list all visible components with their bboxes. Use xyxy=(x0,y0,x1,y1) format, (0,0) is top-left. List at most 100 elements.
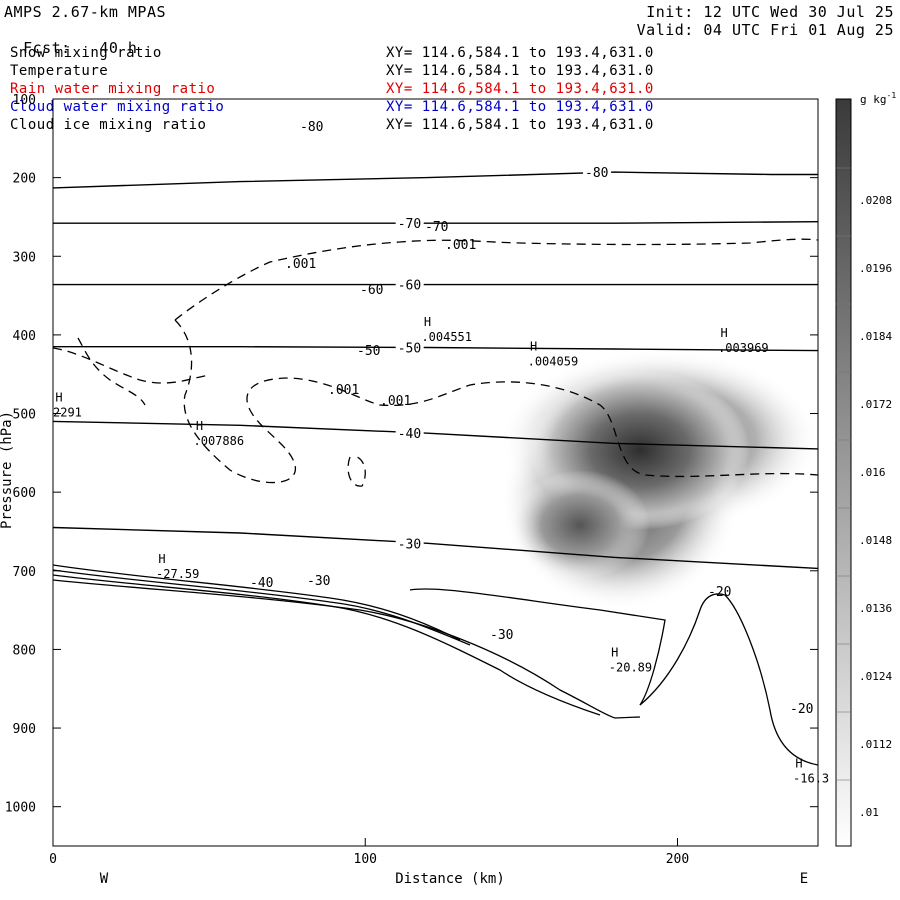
isotherm-label: -60 xyxy=(398,279,421,294)
colorbar-tick-label: .0112 xyxy=(859,738,892,751)
legend-field-xy: XY= 114.6,584.1 to 193.4,631.0 xyxy=(386,81,654,97)
init-time: Init: 12 UTC Wed 30 Jul 25 xyxy=(646,3,894,21)
x-tick-label: 0 xyxy=(49,852,57,867)
extremum-value: 2291 xyxy=(53,406,82,420)
isotherm-line xyxy=(53,526,818,570)
extremum-mark: H xyxy=(720,326,727,340)
isotherm-label-bg xyxy=(395,339,424,354)
x-axis-ticks: 0 100 200 xyxy=(49,838,689,867)
y-tick-label: 700 xyxy=(13,565,36,580)
isotherm-label: -40 xyxy=(398,427,421,442)
isotherm-label-bg xyxy=(395,276,424,291)
extrema-labels: H.004551H.004059H.003969H.007886H2291H-2… xyxy=(53,315,829,785)
extremum-mark: H xyxy=(196,419,203,433)
isotherm-label: -50 xyxy=(398,341,421,356)
extremum-value: -20.89 xyxy=(609,660,652,674)
colorbar-tick-label: .016 xyxy=(859,466,886,479)
colorbar-tick-label: .0172 xyxy=(859,398,892,411)
extremum-mark: H xyxy=(795,756,802,770)
colorbar-tick-label: .0184 xyxy=(859,330,892,343)
temp-label-h: -20 xyxy=(708,585,731,600)
y-tick-label: 900 xyxy=(13,722,36,737)
legend-field-name: Temperature xyxy=(10,63,109,79)
legend-field-xy: XY= 114.6,584.1 to 193.4,631.0 xyxy=(386,63,654,79)
legend-field-xy: XY= 114.6,584.1 to 193.4,631.0 xyxy=(386,99,654,115)
fcst-label: Fcst: xyxy=(23,39,71,57)
temp-label-e: -40 xyxy=(250,576,273,591)
isotherm-label: -30 xyxy=(398,537,421,552)
isotherm-line xyxy=(53,171,818,189)
extremum-mark: H xyxy=(158,552,165,566)
temp-label-a: -80 xyxy=(300,120,323,135)
isotherm-label-bg xyxy=(395,535,424,550)
x-tick-label: 200 xyxy=(666,852,689,867)
model-title: AMPS 2.67-km MPAS xyxy=(4,3,167,21)
temp-label-b: -70 xyxy=(425,220,448,235)
y-tick-label: 200 xyxy=(13,172,36,187)
isotherm-line xyxy=(53,420,818,450)
colorbar-tick-label: .0208 xyxy=(859,194,892,207)
legend-field-name: Rain water mixing ratio xyxy=(10,81,216,97)
legend-field-name: Snow mixing ratio xyxy=(10,45,162,61)
ice-label-1: .001 xyxy=(445,238,476,253)
contour-extra-labels: .001 .001 .001 .001 -80 -70 -60 -50 -40 … xyxy=(250,120,813,717)
extremum-value: -27.59 xyxy=(156,567,199,581)
y-tick-label: 500 xyxy=(13,408,36,423)
forecast-hour: Fcst: 40 h xyxy=(4,21,137,57)
cloud-ice-contour xyxy=(53,238,818,487)
temp-label-g: -30 xyxy=(490,628,513,643)
extremum-value: .004551 xyxy=(421,330,472,344)
colorbar-tick-label: .0196 xyxy=(859,262,892,275)
isotherm-line xyxy=(53,346,818,352)
y-axis-label: Pressure (hPa) xyxy=(0,411,15,529)
y-tick-label: 800 xyxy=(13,643,36,658)
isotherm-label: -70 xyxy=(398,217,421,232)
extremum-mark: H xyxy=(611,645,618,659)
extremum-value: .004059 xyxy=(528,355,579,369)
temp-label-c: -60 xyxy=(360,283,383,298)
isotherm-label-bg xyxy=(395,425,424,440)
fcst-value: 40 h xyxy=(99,39,138,57)
valid-time: Valid: 04 UTC Fri 01 Aug 25 xyxy=(636,21,894,39)
extremum-value: .007886 xyxy=(194,434,245,448)
colorbar-tick-label: .0136 xyxy=(859,602,892,615)
colorbar-unit: g kg-1 xyxy=(860,91,896,106)
extremum-mark: H xyxy=(55,391,62,405)
ice-label-2: .001 xyxy=(285,257,316,272)
legend-field-xy: XY= 114.6,584.1 to 193.4,631.0 xyxy=(386,45,654,61)
y-tick-label: 1000 xyxy=(5,801,36,816)
extremum-value: -16.3 xyxy=(793,771,829,785)
y-axis-ticks: 100 200 300 400 500 600 700 800 900 1000 xyxy=(5,93,818,816)
plot-frame xyxy=(52,98,819,847)
isotherm-label-bg xyxy=(395,215,424,230)
y-tick-label: 100 xyxy=(13,93,36,108)
ice-label-4: .001 xyxy=(380,394,411,409)
legend-field-xy: XY= 114.6,584.1 to 193.4,631.0 xyxy=(386,117,654,133)
x-end-east: E xyxy=(800,871,808,887)
legend-field-name: Cloud water mixing ratio xyxy=(10,99,225,115)
colorbar-tick-label: .0124 xyxy=(859,670,892,683)
temp-label-f: -30 xyxy=(307,574,330,589)
ice-label-3: .001 xyxy=(328,383,359,398)
temp-label-d: -50 xyxy=(357,344,380,359)
x-end-west: W xyxy=(100,871,109,887)
extremum-value: .003969 xyxy=(718,341,769,355)
snow-shading xyxy=(500,350,818,610)
x-axis-label: Distance (km) xyxy=(395,871,505,887)
colorbar-tick-label: .0148 xyxy=(859,534,892,547)
y-tick-label: 300 xyxy=(13,250,36,265)
extremum-mark: H xyxy=(424,315,431,329)
isotherm-label: -80 xyxy=(585,166,608,181)
temperature-isotherms: -80 -70 -60 -50 -40 -30 xyxy=(53,164,818,570)
colorbar-tick-label: .01 xyxy=(859,806,879,819)
isotherm-line xyxy=(53,221,818,224)
x-tick-label: 100 xyxy=(354,852,377,867)
colorbar: .0208 .0196 .0184 .0172 .016 .0148 .0136 .0124.… xyxy=(835,91,896,847)
surface-contours xyxy=(53,564,818,766)
isotherm-label-bg xyxy=(583,164,612,179)
extremum-mark: H xyxy=(530,340,537,354)
y-tick-label: 400 xyxy=(13,329,36,344)
y-tick-label: 600 xyxy=(13,486,36,501)
legend-field-name: Cloud ice mixing ratio xyxy=(10,117,207,133)
